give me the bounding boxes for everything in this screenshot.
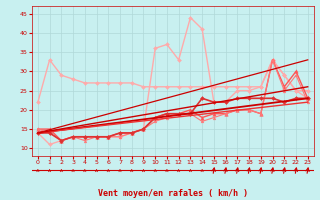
Text: Vent moyen/en rafales ( km/h ): Vent moyen/en rafales ( km/h ) [98, 189, 248, 198]
